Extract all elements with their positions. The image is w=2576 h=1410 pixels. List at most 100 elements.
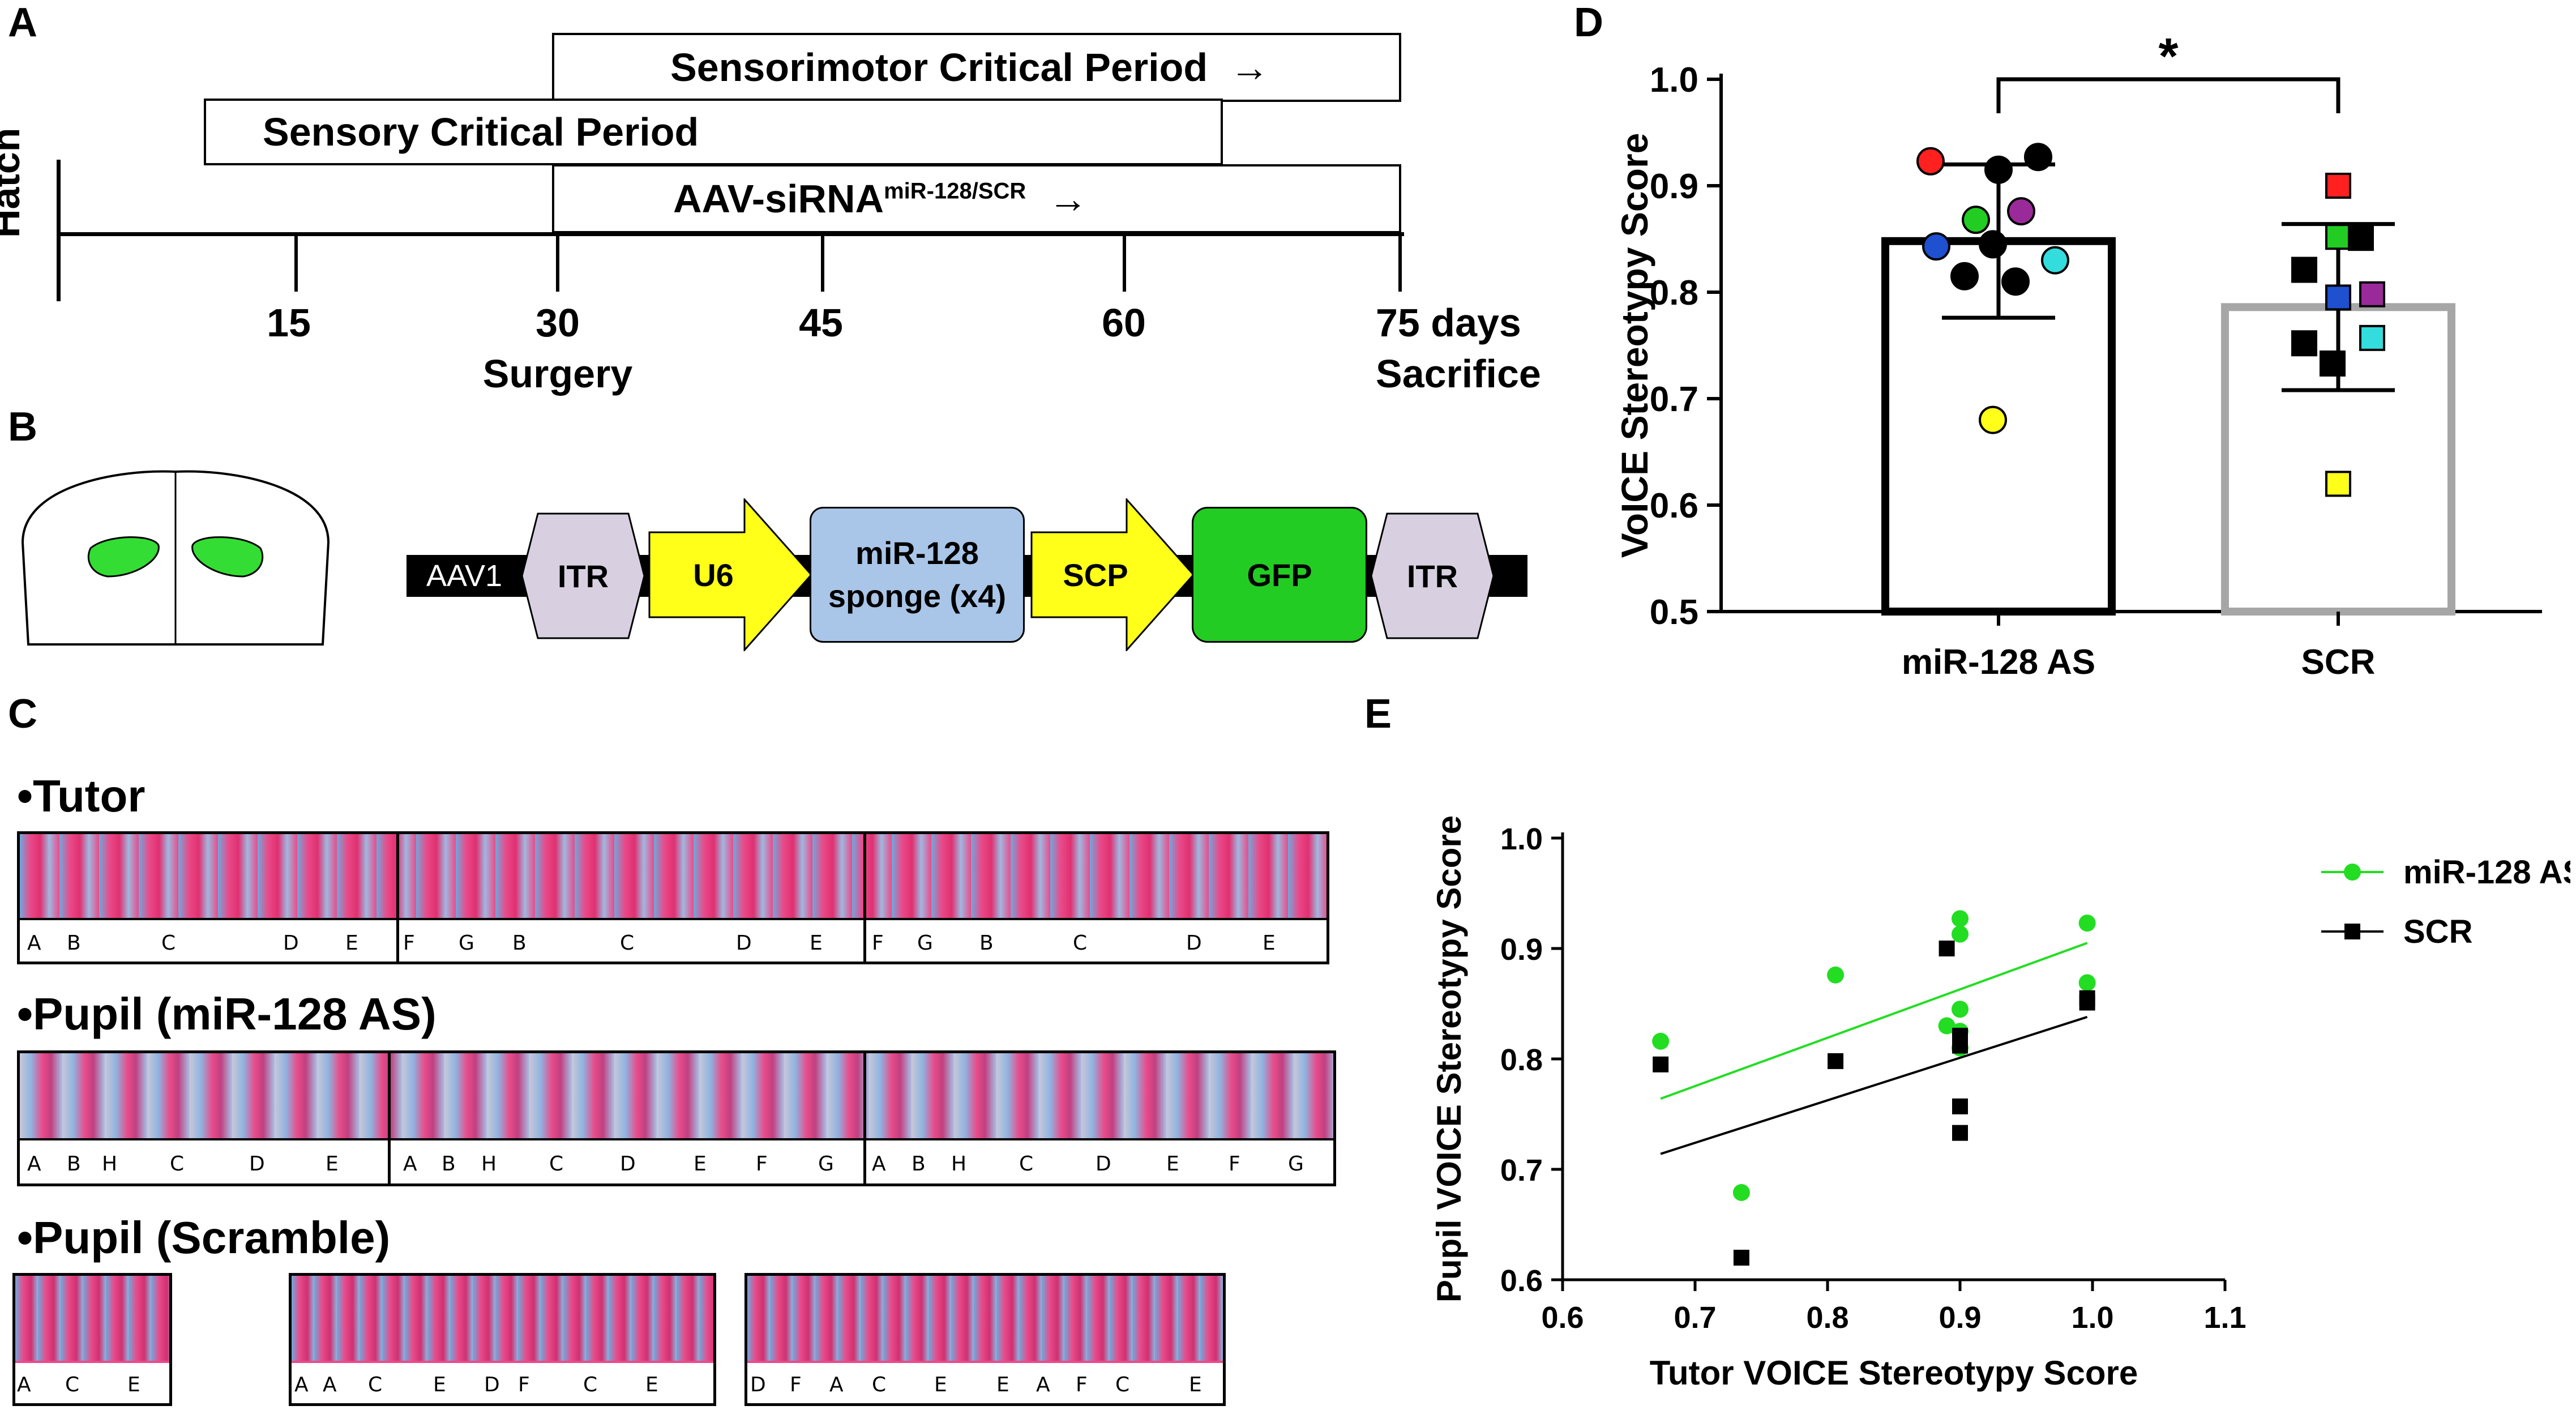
scr1-label-2: E (127, 1373, 140, 1396)
pupil-as-label-18: D (1096, 1152, 1111, 1176)
tick-75 (1398, 235, 1402, 292)
y-axis-title: VoICE Stereotypy Score (1614, 133, 1655, 558)
tick-label-45: 45 (799, 301, 843, 345)
point-1-1 (2325, 224, 2351, 250)
tutor-spectrogram (17, 831, 1329, 964)
itr-right-shape (1370, 512, 1495, 639)
itr-left-label: ITR (557, 558, 609, 594)
sensory-period-label: Sensory Critical Period (263, 110, 699, 154)
point-0-0 (1652, 1032, 1670, 1050)
pupil-as-label-5: E (326, 1152, 339, 1176)
point-0-4 (1952, 910, 1969, 928)
scr2-label-2: C (368, 1373, 383, 1396)
pupil-as-label-21: G (1288, 1152, 1304, 1176)
point-1-4 (2359, 281, 2385, 307)
pupil-as-label-11: E (694, 1152, 707, 1176)
point-0-2 (2024, 143, 2052, 172)
bar-chart-stereotypy: 0.5 0.6 0.7 0.8 0.9 1.0 VoICE Stereotypy Score… (1614, 34, 2542, 682)
y-tick-label-5: 1.0 (1650, 61, 1698, 100)
point-1-5 (2325, 284, 2351, 311)
hatch-line (57, 160, 61, 301)
sacrifice-label: Sacrifice (1376, 352, 1541, 396)
x-tick-label-0: 0.6 (1541, 1301, 1584, 1335)
tutor-label-6: G (459, 932, 474, 955)
scp-label: SCP (1063, 557, 1128, 593)
pupil-as-label-8: H (481, 1152, 497, 1176)
legend-marker-1 (2344, 924, 2360, 939)
left-striatum (87, 536, 160, 578)
fit-line-0 (1660, 942, 2088, 1100)
point-0-0 (1916, 147, 1945, 176)
aav-period-label: AAV-siRNAmiR-128/SCR → (673, 176, 1088, 221)
tutor-label-5: F (403, 932, 415, 955)
tutor-label-14: C (1073, 932, 1088, 955)
scr2-image (292, 1276, 713, 1361)
pupil-as-label-0: A (27, 1152, 41, 1176)
scr3-label-3: C (872, 1373, 887, 1396)
scatter-chart-tutor-pupil: 0.6 0.7 0.8 0.9 1.0 0.6 0.7 0.8 0.9 1.0 1.1 Tutor V… (1430, 815, 2570, 1392)
pupil-as-label-13: G (818, 1152, 834, 1176)
point-1-8 (2320, 350, 2346, 377)
point-0-7 (2041, 246, 2069, 275)
x-tick-label-1: SCR (2301, 643, 2376, 682)
aav-arrow: → (1026, 177, 1088, 221)
aav-superscript: miR-128/SCR (884, 178, 1026, 204)
tutor-separator-2 (863, 834, 866, 962)
sensorimotor-period-label: Sensorimotor Critical Period → (670, 45, 1269, 89)
scr3-label-2: A (829, 1373, 844, 1396)
point-0-5 (1952, 925, 1969, 943)
y-tick-label-1: 0.7 (1500, 1153, 1543, 1187)
pupil-as-spectrogram (17, 1050, 1336, 1186)
point-1-7 (1952, 1037, 1968, 1054)
tick-label-30: 30 (536, 301, 580, 345)
scr2-label-4: D (484, 1373, 500, 1396)
y-axis-title: Pupil VOICE Stereotypy Score (1430, 815, 1468, 1302)
tutor-label-1: B (67, 932, 81, 955)
point-0-10 (2078, 974, 2096, 992)
point-0-4 (1962, 206, 1990, 234)
significance-bracket (1996, 77, 2340, 113)
scr3-label-9: E (1189, 1373, 1202, 1396)
aav1-label: AAV1 (426, 559, 503, 593)
scr1-image (15, 1276, 169, 1361)
pupil-scr-spectrogram-1 (12, 1273, 172, 1406)
scr3-label-8: C (1115, 1373, 1130, 1396)
x-tick-label-4: 1.0 (2071, 1301, 2113, 1335)
point-1-7 (2291, 330, 2317, 357)
point-1-0 (2325, 173, 2351, 199)
point-0-6 (1952, 1001, 1969, 1018)
pupil-as-label-2: H (102, 1152, 118, 1176)
point-1-6 (2359, 324, 2385, 351)
sponge-label: miR-128 sponge (x4) (810, 507, 1025, 643)
pupil-as-separator-1 (388, 1053, 391, 1183)
tutor-label-11: F (872, 932, 884, 955)
pupil-scr-spectrogram-2 (289, 1273, 716, 1406)
pupil-as-spectrogram-image (20, 1053, 1333, 1138)
scr3-label-6: A (1036, 1373, 1050, 1396)
point-0-6 (1979, 230, 2007, 259)
pupil-as-label-6: A (403, 1152, 417, 1176)
pupil-as-label-15: B (912, 1152, 926, 1176)
pupil-as-label-10: D (620, 1152, 636, 1176)
y-tick-label-2: 0.8 (1500, 1043, 1543, 1077)
scp-arrow-shape (1030, 498, 1195, 651)
gfp-label: GFP (1192, 507, 1367, 643)
sensory-period-box: Sensory Critical Period (204, 99, 1223, 165)
point-0-1 (1732, 1183, 1750, 1201)
point-0-2 (1827, 966, 1845, 984)
point-0-10 (1979, 405, 2007, 434)
sensorimotor-period-box: Sensorimotor Critical Period → (552, 33, 1401, 102)
u6-arrow-shape (648, 498, 812, 651)
tick-label-75: 75 days (1376, 301, 1521, 345)
x-tick-label-0: miR-128 AS (1902, 643, 2095, 682)
panel-c-label: C (8, 691, 37, 737)
y-tick-label-4: 1.0 (1500, 822, 1543, 856)
pupil-as-label-16: H (951, 1152, 967, 1176)
scr2-label-6: C (583, 1373, 598, 1396)
pupil-as-separator-2 (863, 1053, 866, 1183)
x-tick-label-5: 1.1 (2203, 1301, 2246, 1335)
tutor-label-10: E (810, 932, 823, 955)
scr2-label-1: A (323, 1373, 337, 1396)
scr1-label-1: C (65, 1373, 80, 1396)
tutor-label-8: C (620, 932, 635, 955)
